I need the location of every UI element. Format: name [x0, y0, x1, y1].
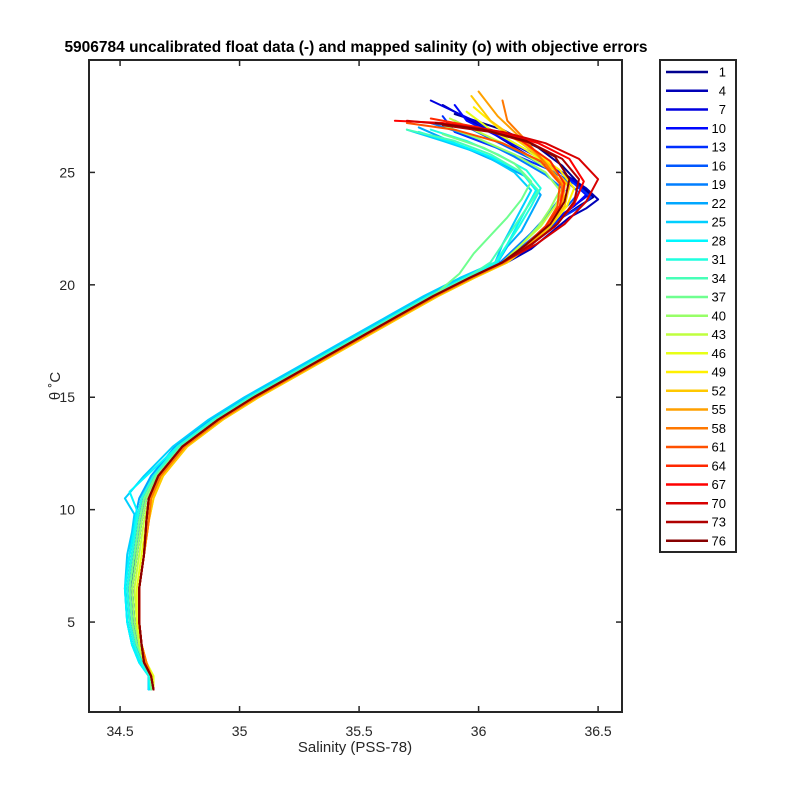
x-tick-label: 36.5	[584, 723, 611, 739]
series-line-49	[138, 106, 576, 691]
x-tick-label: 36	[471, 723, 487, 739]
legend-label-4: 4	[719, 83, 726, 98]
legend-label-40: 40	[712, 308, 726, 323]
series-line-64	[138, 117, 566, 691]
series-line-16	[126, 119, 580, 691]
legend-label-70: 70	[712, 496, 726, 511]
legend-label-22: 22	[712, 196, 726, 211]
legend-label-61: 61	[712, 440, 726, 455]
series-line-31	[126, 128, 542, 691]
legend-label-25: 25	[712, 215, 726, 230]
legend: 1 4 7 10 13 16 19 22 25 28 31 34 37 40 43 46 49 52 55 58 61 6…	[659, 59, 737, 553]
y-tick-label: 10	[59, 502, 75, 518]
series-line-55	[138, 90, 566, 691]
series-line-52	[138, 95, 571, 691]
legend-label-67: 67	[712, 477, 726, 492]
legend-label-1: 1	[719, 65, 726, 80]
legend-label-13: 13	[712, 140, 726, 155]
series-layer	[123, 90, 600, 691]
x-axis-label: Salinity (PSS-78)	[298, 739, 412, 756]
chart-title: 5906784 uncalibrated float data (-) and …	[64, 39, 647, 56]
legend-label-58: 58	[712, 421, 726, 436]
legend-label-55: 55	[712, 402, 726, 417]
series-line-7	[131, 99, 590, 691]
series-line-58	[138, 99, 564, 691]
legend-label-28: 28	[712, 233, 726, 248]
series-line-22	[123, 126, 542, 691]
series-line-25	[123, 128, 533, 691]
y-axis-label: θ ˚C	[47, 372, 64, 401]
series-line-70	[138, 119, 600, 691]
legend-label-7: 7	[719, 102, 726, 117]
y-tick-label: 15	[59, 389, 75, 405]
y-tick-label: 20	[59, 277, 75, 293]
series-line-13	[131, 115, 592, 691]
series-line-43	[133, 117, 566, 691]
series-line-34	[128, 128, 540, 691]
legend-label-64: 64	[712, 458, 726, 473]
series-line-37	[128, 133, 533, 691]
y-tick-label: 5	[67, 614, 75, 630]
series-line-4	[128, 104, 600, 691]
series-line-61	[138, 122, 561, 691]
legend-label-31: 31	[712, 252, 726, 267]
y-axis: 5 10 15 20 25	[59, 164, 622, 630]
series-line-76	[138, 122, 571, 691]
legend-label-52: 52	[712, 383, 726, 398]
series-line-40	[131, 124, 561, 691]
x-axis: 34.5 35 35.5 36 36.5	[106, 60, 612, 739]
legend-label-49: 49	[712, 365, 726, 380]
legend-label-19: 19	[712, 177, 726, 192]
series-line-10	[128, 104, 588, 691]
legend-label-43: 43	[712, 327, 726, 342]
y-tick-label: 25	[59, 164, 75, 180]
legend-box	[659, 59, 737, 553]
legend-label-37: 37	[712, 290, 726, 305]
series-line-19	[126, 122, 566, 691]
x-tick-label: 35.5	[345, 723, 372, 739]
legend-label-46: 46	[712, 346, 726, 361]
series-line-46	[135, 110, 571, 691]
series-line-28	[123, 130, 537, 691]
legend-label-73: 73	[712, 515, 726, 530]
legend-label-34: 34	[712, 271, 726, 286]
x-tick-label: 34.5	[106, 723, 133, 739]
series-line-1	[131, 113, 595, 691]
legend-label-10: 10	[712, 121, 726, 136]
plot-frame	[88, 59, 623, 713]
legend-label-16: 16	[712, 158, 726, 173]
legend-label-76: 76	[712, 533, 726, 548]
x-tick-label: 35	[232, 723, 248, 739]
